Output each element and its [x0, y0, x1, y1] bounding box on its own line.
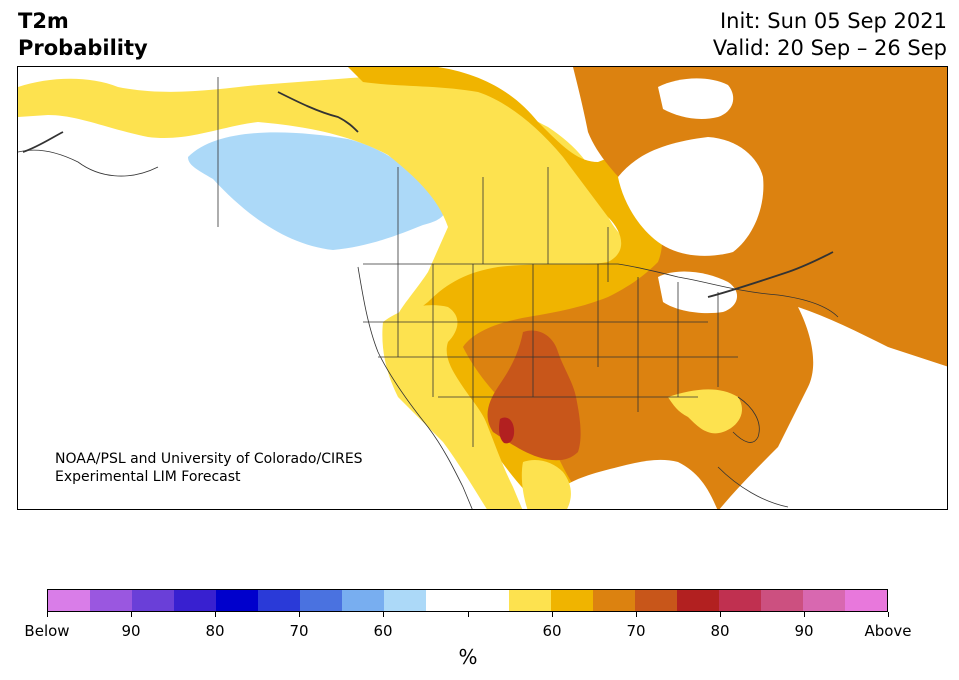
boundary-lines	[18, 77, 839, 509]
forecast-map	[17, 66, 948, 510]
colorbar-tick	[720, 612, 721, 617]
southeast-above-60	[668, 389, 743, 434]
major-rivers-and-lakes	[22, 91, 834, 298]
coastline	[18, 149, 159, 177]
colorbar-tick-label: Above	[864, 622, 912, 640]
colorbar	[47, 589, 888, 612]
gulf-area	[549, 459, 718, 509]
date-info: Init: Sun 05 Sep 2021 Valid: 20 Sep – 26…	[713, 8, 947, 62]
colorbar-segment	[551, 590, 594, 611]
colorbar-segment	[677, 590, 720, 611]
coastline	[732, 396, 760, 443]
colorbar-segment	[383, 590, 426, 611]
chart-title: T2m Probability	[18, 8, 148, 62]
init-date: Init: Sun 05 Sep 2021	[719, 9, 947, 33]
colorbar-segment	[635, 590, 678, 611]
colorbar-tick	[299, 612, 300, 617]
credit-text: NOAA/PSL and University of Colorado/CIRE…	[55, 450, 363, 486]
colorbar-segment	[425, 590, 468, 611]
coastline	[357, 266, 473, 509]
colorbar-segment	[341, 590, 384, 611]
river-line	[277, 91, 359, 133]
colorbar-tick	[888, 612, 889, 617]
colorbar-segment	[467, 590, 510, 611]
above-80-region	[499, 417, 515, 444]
credit-line-2: Experimental LIM Forecast	[55, 469, 241, 485]
colorbar-segment	[257, 590, 300, 611]
colorbar-tick	[131, 612, 132, 617]
colorbar-segment	[131, 590, 174, 611]
colorbar-tick	[383, 612, 384, 617]
colorbar-tick	[636, 612, 637, 617]
atlantic-area	[719, 307, 947, 509]
west-coast-area	[18, 227, 477, 509]
colorbar-segment	[845, 590, 888, 611]
coastline	[717, 466, 789, 508]
arctic-islands-area	[658, 78, 734, 120]
subtitle-label: Probability	[18, 36, 148, 60]
colorbar-segment	[48, 590, 90, 611]
colorbar-segment	[719, 590, 762, 611]
colorbar-tick-label: 90	[121, 622, 141, 640]
colorbar-tick-label: 90	[794, 622, 814, 640]
canada-us-border	[363, 263, 839, 318]
map-canvas	[18, 67, 947, 509]
mexico-above-60	[521, 460, 571, 509]
colorbar-tick-label: 60	[373, 622, 393, 640]
credit-line-1: NOAA/PSL and University of Colorado/CIRE…	[55, 451, 363, 467]
colorbar-segment	[299, 590, 342, 611]
colorbar-segment	[215, 590, 258, 611]
west-coast-above-60	[382, 305, 523, 509]
river-line	[22, 131, 64, 153]
below-60-region	[188, 132, 446, 250]
variable-label: T2m	[18, 9, 69, 33]
valid-range: Valid: 20 Sep – 26 Sep	[712, 36, 947, 60]
unit-label: %	[458, 645, 478, 669]
colorbar-tick-label: 60	[542, 622, 562, 640]
colorbar-tick-label: 80	[710, 622, 730, 640]
colorbar-segment	[89, 590, 132, 611]
colorbar-segment	[761, 590, 804, 611]
colorbar-segment	[593, 590, 636, 611]
river-line	[707, 251, 834, 298]
colorbar-segment	[173, 590, 216, 611]
colorbar-tick	[215, 612, 216, 617]
hudson-bay-area	[618, 137, 764, 256]
colorbar-segment	[803, 590, 846, 611]
colorbar-tick-label: 70	[289, 622, 309, 640]
colorbar-tick	[468, 612, 469, 617]
colorbar-tick-label: 80	[205, 622, 225, 640]
colorbar-tick-label: Below	[24, 622, 70, 640]
colorbar-tick	[552, 612, 553, 617]
colorbar-tick	[804, 612, 805, 617]
colorbar-segment	[509, 590, 552, 611]
colorbar-tick-label: 70	[626, 622, 646, 640]
colorbar-tick	[47, 612, 48, 617]
